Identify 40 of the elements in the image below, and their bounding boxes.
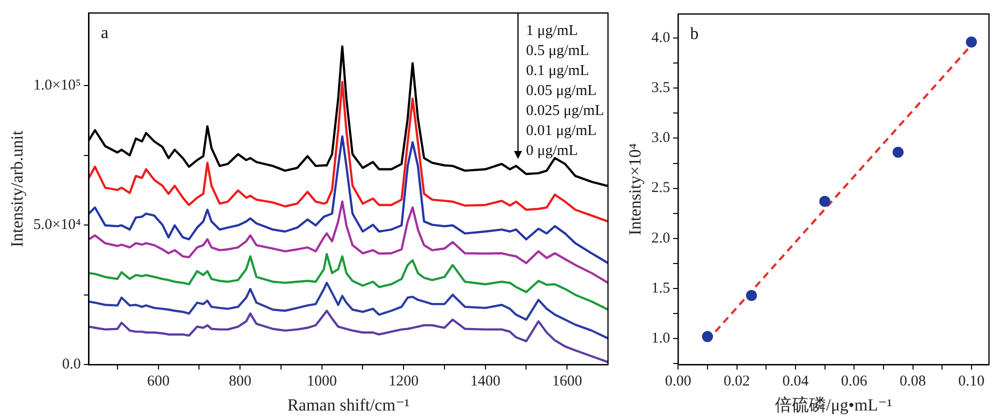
point <box>966 36 977 48</box>
x-tick-label: 0.08 <box>900 374 926 390</box>
x-tick-label: 1000 <box>306 374 337 390</box>
y-tick-label: 3.0 <box>651 130 670 146</box>
x-tick-label: 0.04 <box>782 374 810 390</box>
y-tick-label: 5.0×10⁴ <box>33 217 81 234</box>
y-tick-label: 1.5 <box>651 280 670 296</box>
annotation: 0.025 μg/mL <box>526 102 604 121</box>
point <box>702 331 713 342</box>
x-tick-label: 0.10 <box>958 374 985 390</box>
x-tick-label: 0.06 <box>840 374 868 390</box>
point <box>819 196 830 207</box>
y-tick-label: 4.0 <box>651 30 670 46</box>
y-tick-label: 1.0 <box>651 330 670 346</box>
point <box>892 146 904 158</box>
y-tick-label: 0.0 <box>62 356 81 373</box>
y-tick-label: 2.0 <box>651 230 670 246</box>
annotation: 0.1 μg/mL <box>526 62 590 81</box>
annotation: a <box>100 22 109 42</box>
y-tick-label: 2.5 <box>651 180 670 196</box>
x-tick-label: 1400 <box>470 374 500 390</box>
x-axis-title: Raman shift/cm⁻¹ <box>287 395 410 414</box>
y-axis-title: Intensity×10⁴ <box>626 143 645 236</box>
annotation: 1 μg/mL <box>526 22 579 41</box>
x-tick-label: 600 <box>147 374 170 390</box>
annotation: 0.05 μg/mL <box>526 82 598 101</box>
annotation: 0.01 μg/mL <box>526 122 598 141</box>
annotation: 0.5 μg/mL <box>526 42 590 61</box>
y-tick-label: 3.5 <box>651 80 670 96</box>
x-tick-label: 1200 <box>388 374 419 390</box>
x-axis-title: 倍硫磷/μg•mL⁻¹ <box>775 395 892 414</box>
annotation: 0 μg/mL <box>526 142 579 161</box>
x-tick-label: 0.00 <box>665 374 692 390</box>
x-tick-label: 0.02 <box>724 374 750 390</box>
annotation: b <box>690 24 699 43</box>
x-tick-label: 1600 <box>552 374 582 390</box>
y-axis-title: Intensity/arb.unit <box>8 130 27 248</box>
point <box>746 290 757 301</box>
y-tick-label: 1.0×10⁵ <box>33 77 81 94</box>
x-tick-label: 800 <box>228 374 252 390</box>
